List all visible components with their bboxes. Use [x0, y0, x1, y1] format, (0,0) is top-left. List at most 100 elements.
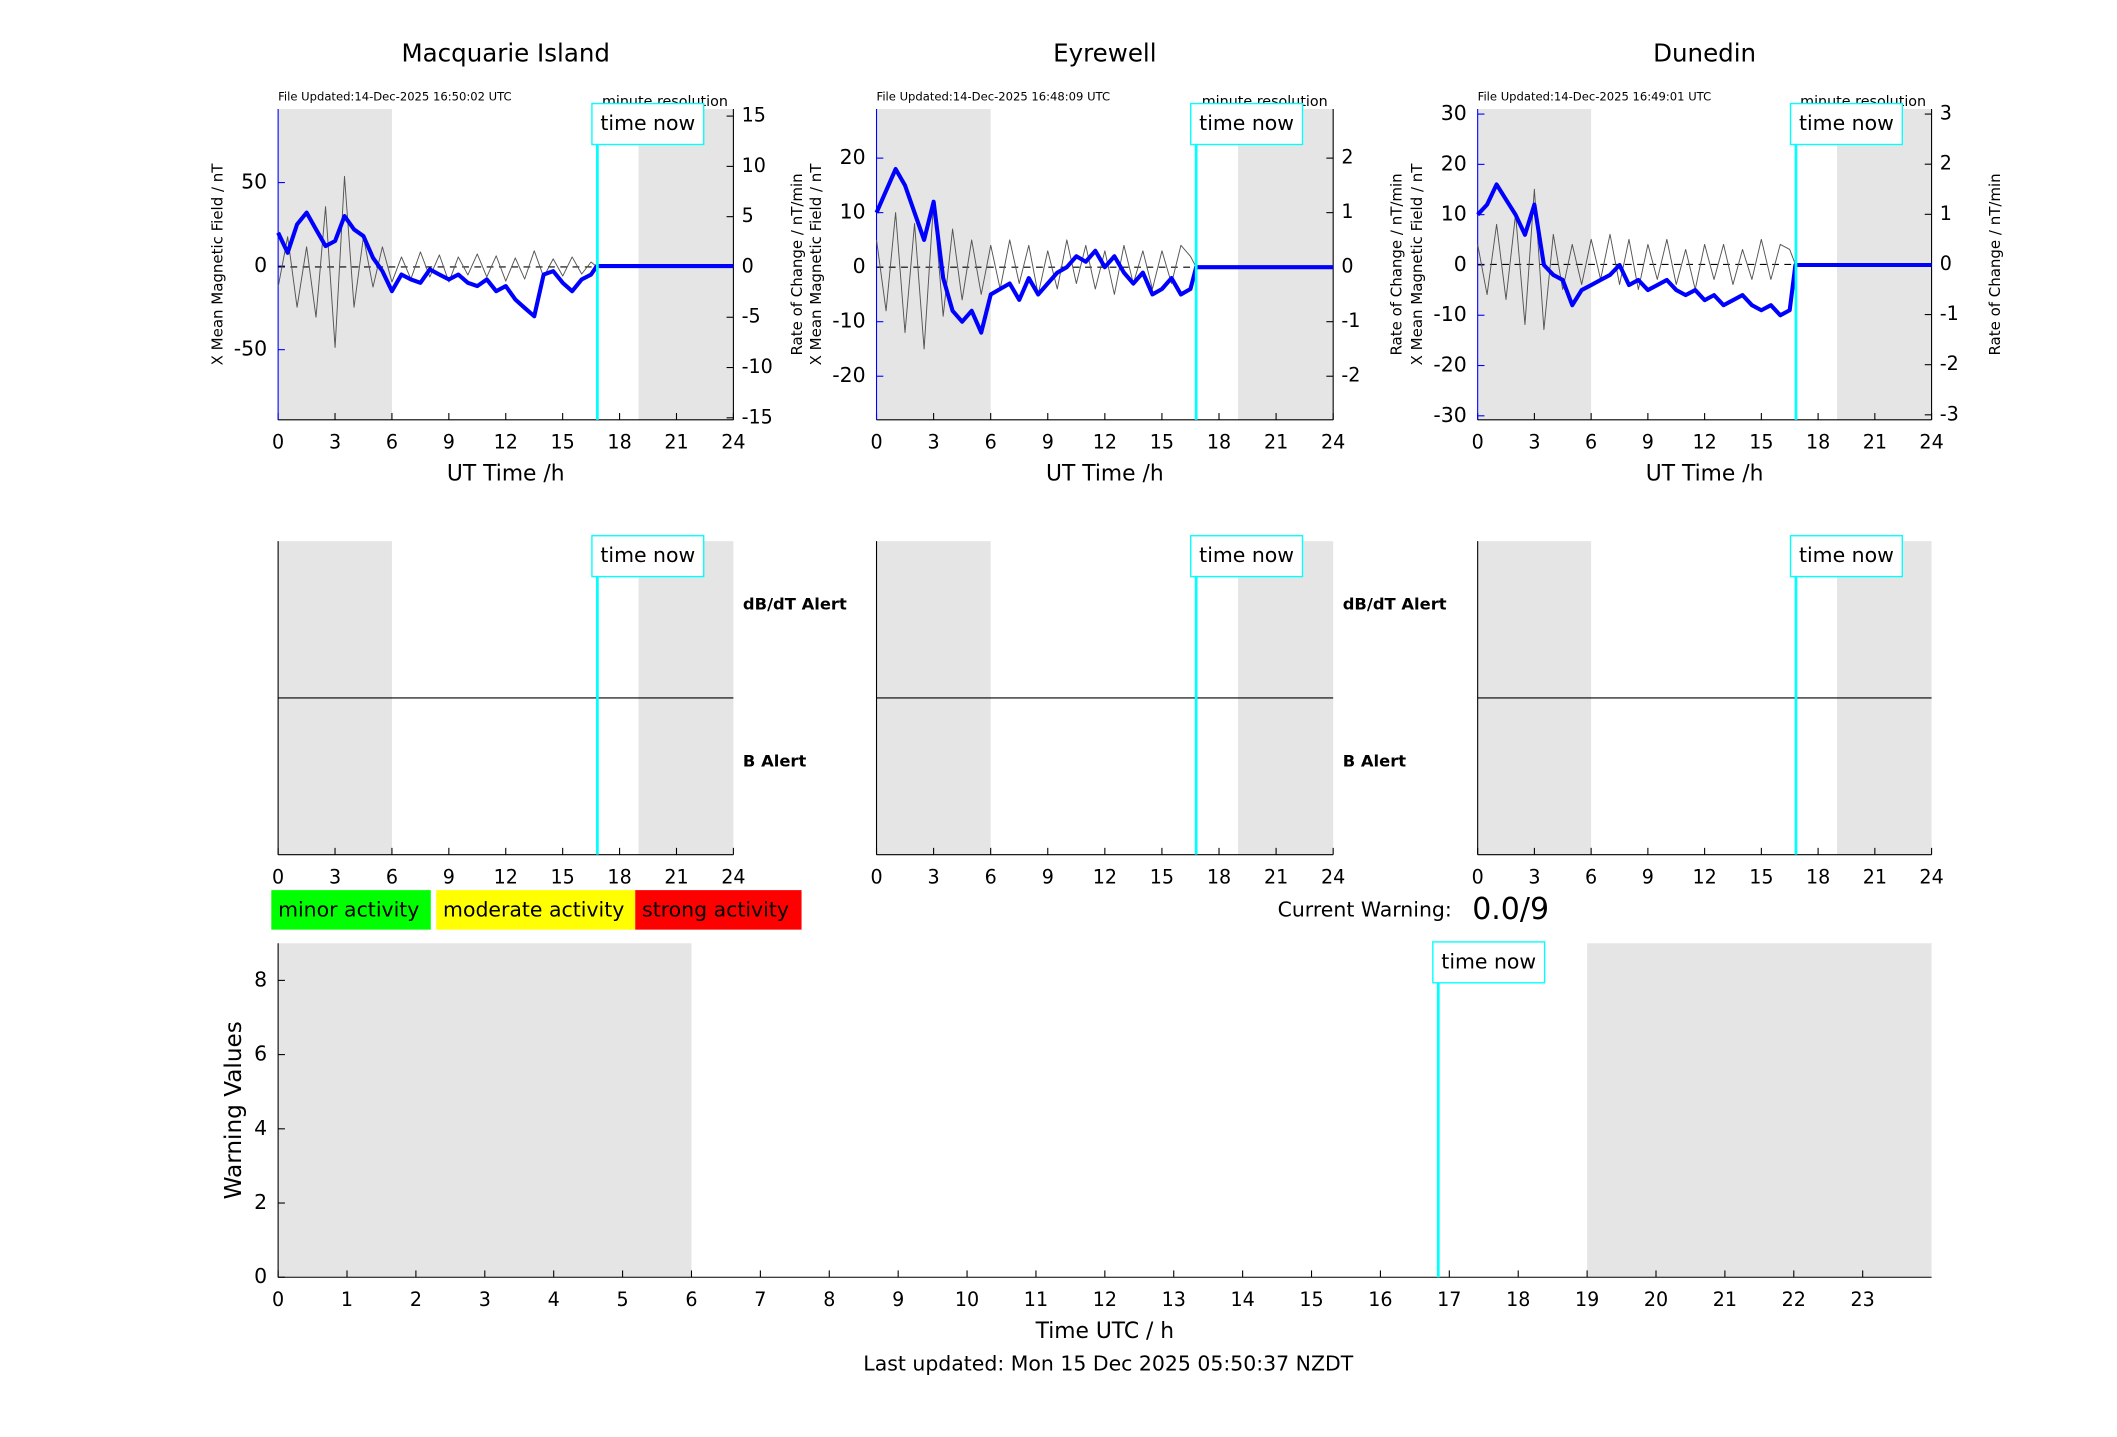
y2-tick-label: 5: [742, 205, 754, 227]
x-tick-label: 9: [443, 866, 455, 888]
x-tick-label: 24: [1919, 432, 1943, 454]
y2-tick-label: -15: [742, 406, 773, 428]
y2-axis-label: Rate of Change / nT/min: [1986, 173, 2004, 355]
x-tick-label: 6: [985, 432, 997, 454]
x-tick-label: 18: [607, 432, 631, 454]
shaded-span: [1238, 109, 1334, 420]
legend-swatch: [635, 890, 802, 930]
x-tick-label: 9: [1042, 866, 1054, 888]
y2-tick-label: -5: [742, 306, 761, 328]
x-tick-label: 24: [721, 432, 745, 454]
x-tick-label: 21: [664, 866, 688, 888]
y-tick-label: 20: [840, 145, 866, 169]
x-tick-label: 0: [272, 432, 284, 454]
x-tick-label: 3: [928, 432, 940, 454]
x-tick-label: 15: [1749, 866, 1773, 888]
x-tick-label: 18: [1806, 432, 1830, 454]
y-tick-label: 10: [1441, 202, 1467, 226]
x-tick-label: 12: [494, 432, 518, 454]
x-tick-label: 15: [551, 432, 575, 454]
db-dt-alert-label: dB/dT Alert: [1343, 595, 1447, 614]
x-axis-label: UT Time /h: [1646, 461, 1764, 486]
y-axis-label: Warning Values: [220, 1021, 247, 1199]
x-axis-label: UT Time /h: [447, 461, 565, 486]
x-tick-label: 18: [1506, 1289, 1530, 1311]
field-line: [276, 210, 734, 319]
x-tick-label: 9: [1642, 432, 1654, 454]
x-tick-label: 3: [1528, 866, 1540, 888]
y-tick-label: -30: [1433, 403, 1466, 427]
y-tick-label: 20: [1441, 151, 1467, 175]
x-tick-label: 0: [1472, 432, 1484, 454]
y-tick-label: -20: [832, 363, 865, 387]
x-tick-label: 9: [892, 1289, 904, 1311]
y-tick-label: 0: [254, 1264, 267, 1288]
x-tick-label: 3: [928, 866, 940, 888]
legend-label: moderate activity: [443, 898, 624, 922]
y2-tick-label: -2: [1341, 365, 1360, 387]
x-tick-label: 6: [1585, 432, 1597, 454]
time-now-label: time now: [1199, 543, 1294, 567]
x-tick-label: 0: [272, 1289, 284, 1311]
x-tick-label: 0: [870, 432, 882, 454]
legend-swatch: [436, 890, 636, 930]
x-tick-label: 18: [1207, 866, 1231, 888]
y-tick-label: 30: [1441, 101, 1467, 125]
x-tick-label: 6: [386, 866, 398, 888]
y-tick-label: 50: [241, 170, 267, 194]
x-tick-label: 15: [1150, 432, 1174, 454]
b-alert-label: B Alert: [743, 751, 807, 770]
x-tick-label: 12: [1093, 866, 1117, 888]
y2-tick-label: -1: [1940, 303, 1959, 325]
y-tick-label: 8: [254, 967, 267, 991]
x-tick-label: 20: [1644, 1289, 1668, 1311]
y-tick-label: 0: [254, 253, 267, 277]
x-tick-label: 5: [617, 1289, 629, 1311]
x-tick-label: 0: [272, 866, 284, 888]
y-tick-label: 2: [254, 1190, 267, 1214]
file-updated: File Updated:14-Dec-2025 16:50:02 UTC: [278, 89, 512, 103]
time-now-box: [591, 535, 705, 578]
rate-line: [277, 175, 598, 348]
time-now-label: time now: [600, 543, 695, 567]
x-tick-label: 23: [1851, 1289, 1875, 1311]
x-tick-label: 21: [1863, 866, 1887, 888]
x-tick-label: 1: [341, 1289, 353, 1311]
x-tick-label: 18: [607, 866, 631, 888]
chart-title: Macquarie Island: [402, 39, 610, 68]
x-tick-label: 12: [1692, 432, 1716, 454]
x-tick-label: 6: [985, 866, 997, 888]
shaded-span: [876, 109, 991, 420]
x-tick-label: 9: [1642, 866, 1654, 888]
b-alert-label: B Alert: [1343, 751, 1407, 770]
y2-tick-label: 2: [1940, 153, 1952, 175]
y2-tick-label: -2: [1940, 353, 1959, 375]
chart-title: Dunedin: [1653, 39, 1756, 68]
time-now-label: time now: [1199, 111, 1294, 135]
y2-tick-label: 0: [1940, 253, 1952, 275]
x-tick-label: 18: [1806, 866, 1830, 888]
x-tick-label: 7: [754, 1289, 766, 1311]
file-updated: File Updated:14-Dec-2025 16:49:01 UTC: [1478, 89, 1712, 103]
x-tick-label: 9: [1042, 432, 1054, 454]
x-tick-label: 12: [1093, 1289, 1117, 1311]
y2-axis-label: Rate of Change / nT/min: [1388, 173, 1406, 355]
x-tick-label: 21: [1713, 1289, 1737, 1311]
x-tick-label: 21: [1863, 432, 1887, 454]
x-tick-label: 14: [1230, 1289, 1254, 1311]
x-tick-label: 17: [1437, 1289, 1461, 1311]
y2-tick-label: 1: [1341, 201, 1353, 223]
y-tick-label: 6: [254, 1042, 267, 1066]
legend-swatch: [271, 890, 431, 930]
current-warning-label: Current Warning:: [1278, 898, 1452, 922]
x-tick-label: 8: [823, 1289, 835, 1311]
time-now-label: time now: [1799, 543, 1894, 567]
y-tick-label: -20: [1433, 353, 1466, 377]
x-tick-label: 0: [1472, 866, 1484, 888]
y2-tick-label: 1: [1940, 203, 1952, 225]
chart-title: Eyrewell: [1053, 39, 1156, 68]
y2-tick-label: 15: [742, 105, 766, 127]
y-tick-label: 0: [1454, 252, 1467, 276]
shaded-span: [278, 943, 692, 1278]
